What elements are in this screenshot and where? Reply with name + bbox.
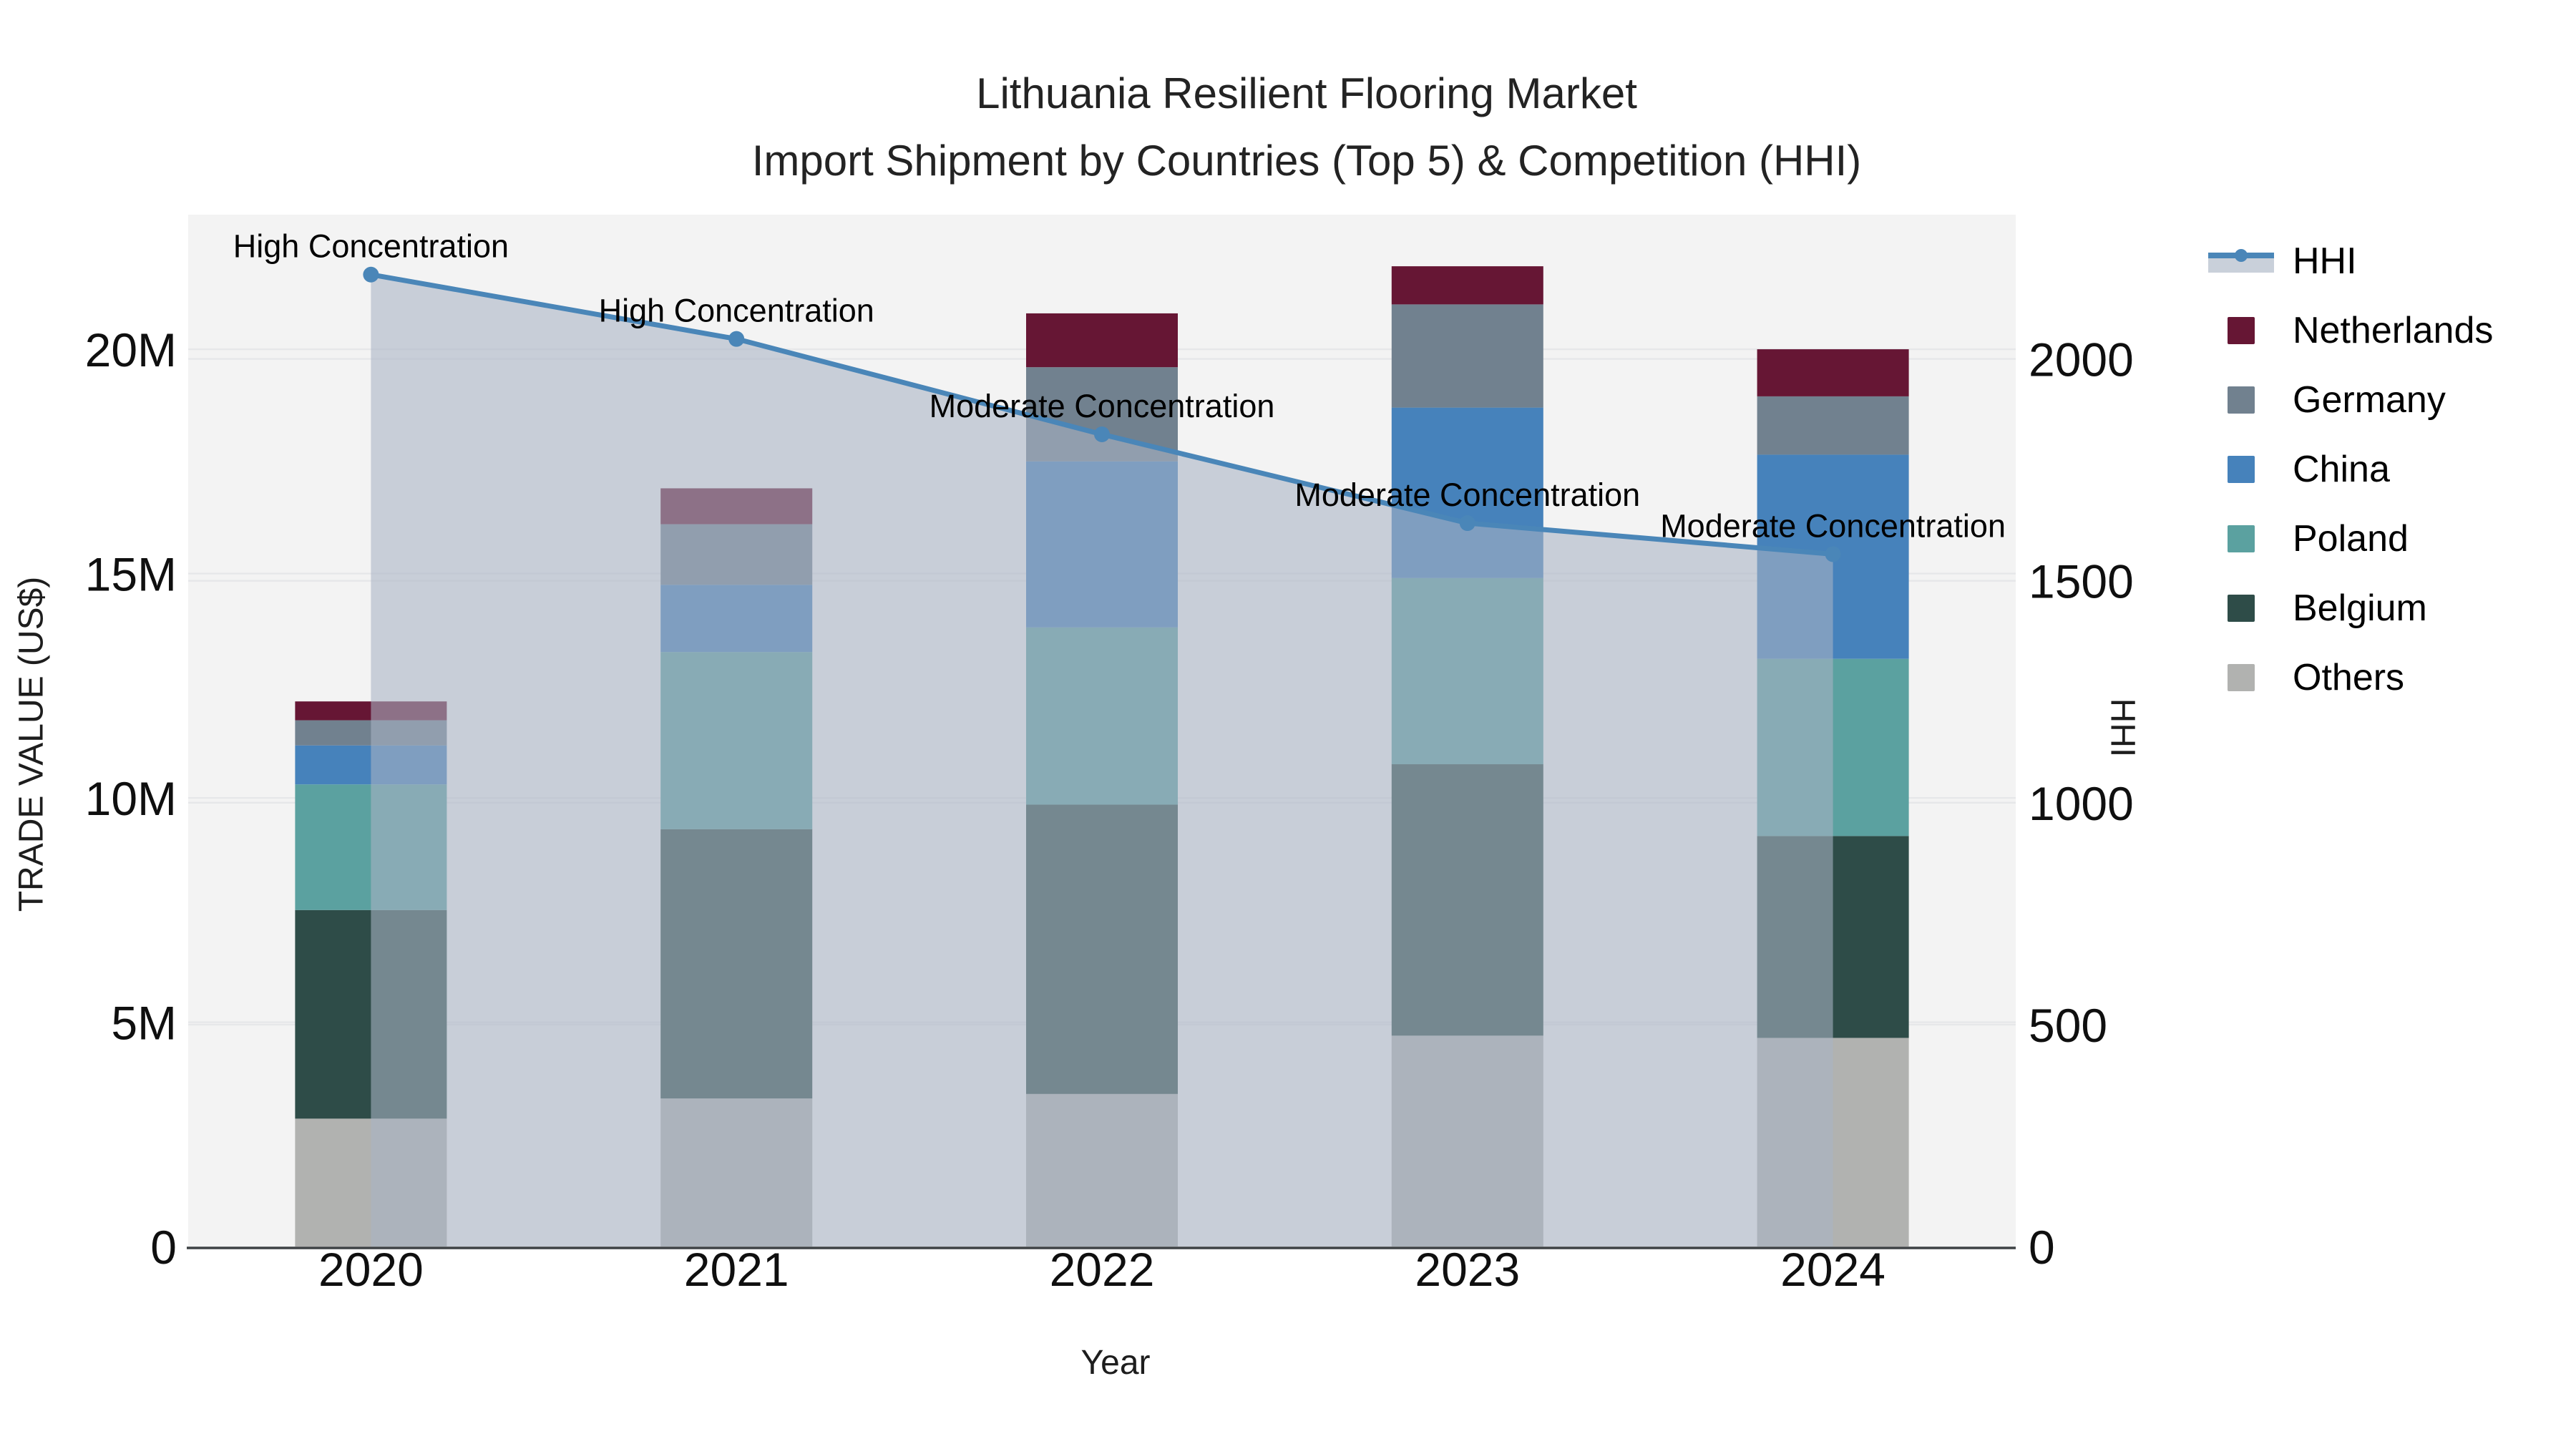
bar-2023-netherlands[interactable] [1391,266,1543,305]
hhi-point-2021[interactable] [728,331,745,347]
legend-item-others[interactable]: Others [2208,643,2493,712]
hhi-point-2023[interactable] [1459,515,1475,532]
hhi-point-2024[interactable] [1825,546,1841,562]
annotation-2023: Moderate Concentration [1294,477,1640,513]
bar-2024-netherlands[interactable] [1757,349,1909,396]
x-tick-2022[interactable]: 2022 [1050,1243,1155,1296]
chart-title-line1: Lithuania Resilient Flooring Market [976,69,1637,117]
legend-label-germany: Germany [2293,379,2446,421]
annotation-2024: Moderate Concentration [1660,507,2006,544]
legend-item-poland[interactable]: Poland [2208,504,2493,573]
legend-label-china: China [2293,448,2390,490]
bar-2024-germany[interactable] [1757,396,1909,455]
hhi-point-2022[interactable] [1094,426,1110,443]
y-right-tick-2000: 2000 [2029,333,2134,386]
y-left-tick-15M: 15M [85,548,177,601]
y-right-tick-1000: 1000 [2029,777,2134,830]
chart-title: Lithuania Resilient Flooring Market Impo… [36,60,2576,195]
others-swatch-icon [2208,662,2274,693]
hhi-area [371,274,1833,1247]
germany-swatch-icon [2208,384,2274,416]
y-axis-title-left: TRADE VALUE (US$) [12,576,51,912]
legend-label-others: Others [2293,656,2405,698]
bar-2022-netherlands[interactable] [1026,313,1178,368]
y-right-tick-500: 500 [2029,999,2107,1052]
hhi-line-icon [2208,245,2274,277]
x-axis-title: Year [1080,1344,1151,1382]
poland-swatch-icon [2208,523,2274,555]
chart-title-line2: Import Shipment by Countries (Top 5) & C… [751,137,1862,185]
legend: HHI Netherlands Germany China Poland Belgium O… [2208,226,2493,712]
y-left-tick-0: 0 [150,1221,177,1274]
y-right-tick-1500: 1500 [2029,555,2134,608]
legend-item-germany[interactable]: Germany [2208,365,2493,434]
legend-label-netherlands: Netherlands [2293,309,2494,351]
bar-2023-germany[interactable] [1391,304,1543,408]
legend-item-netherlands[interactable]: Netherlands [2208,296,2493,365]
y-left-tick-10M: 10M [85,772,177,825]
y-axis-title-right: HHI [2103,698,2142,758]
hhi-point-2020[interactable] [363,266,379,283]
belgium-swatch-icon [2208,592,2274,624]
legend-item-hhi[interactable]: HHI [2208,226,2493,296]
x-tick-2024[interactable]: 2024 [1780,1243,1885,1296]
annotation-2021: High Concentration [599,293,874,329]
legend-item-china[interactable]: China [2208,434,2493,504]
legend-label-belgium: Belgium [2293,587,2427,629]
y-left-tick-20M: 20M [85,323,177,376]
x-tick-2023[interactable]: 2023 [1415,1243,1520,1296]
legend-label-hhi: HHI [2293,240,2357,282]
y-left-tick-5M: 5M [111,997,177,1050]
annotation-2022: Moderate Concentration [930,388,1275,424]
x-tick-2020[interactable]: 2020 [318,1243,424,1296]
netherlands-swatch-icon [2208,315,2274,346]
y-right-tick-0: 0 [2029,1221,2055,1274]
x-tick-2021[interactable]: 2021 [684,1243,789,1296]
annotation-2020: High Concentration [233,228,509,265]
legend-item-belgium[interactable]: Belgium [2208,573,2493,643]
legend-label-poland: Poland [2293,517,2409,560]
china-swatch-icon [2208,454,2274,485]
